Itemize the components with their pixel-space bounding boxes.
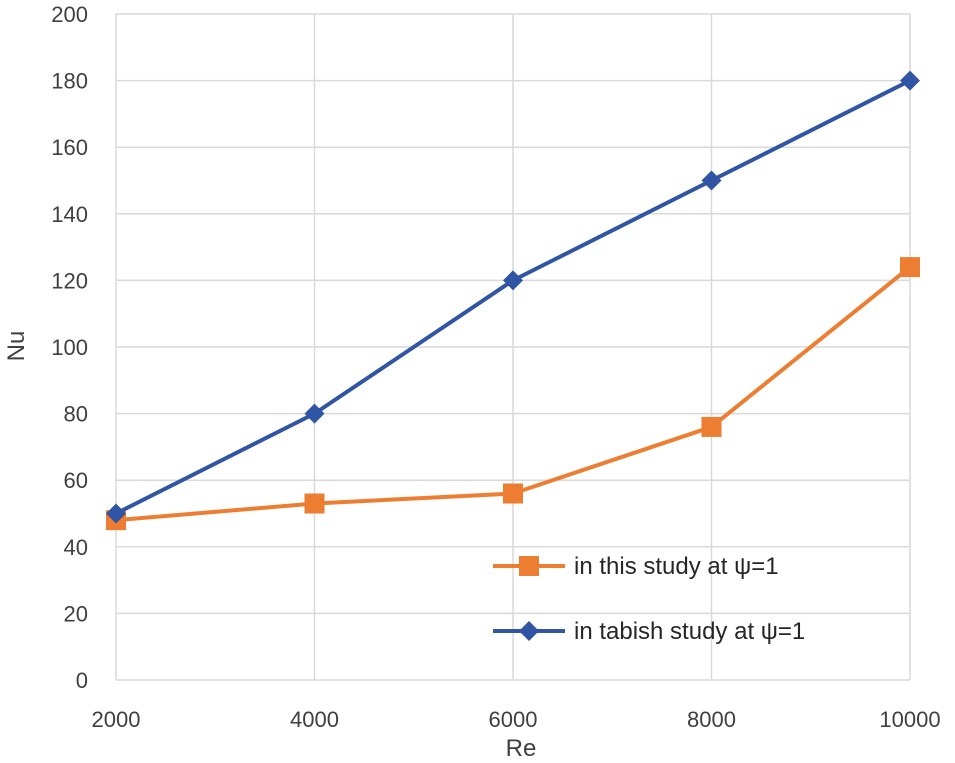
x-axis-ticks: 2000 4000 6000 8000 10000: [92, 707, 941, 732]
data-point: [900, 257, 920, 278]
grid-lines: [115, 13, 911, 681]
data-point: [503, 270, 523, 291]
x-tick-label: 4000: [290, 707, 339, 732]
legend-marker: [519, 556, 539, 576]
x-tick-label: 6000: [489, 707, 538, 732]
data-point: [900, 70, 920, 91]
legend-label: in this study at ψ=1: [574, 553, 779, 580]
x-tick-label: 10000: [879, 707, 940, 732]
y-tick-label: 60: [64, 468, 88, 493]
legend-label: in tabish study at ψ=1: [574, 618, 805, 645]
y-axis-title: Nu: [3, 331, 30, 362]
x-axis-title: Re: [506, 735, 537, 762]
x-tick-label: 8000: [687, 707, 736, 732]
series-2: [106, 70, 920, 524]
legend-item: in tabish study at ψ=1: [493, 618, 805, 645]
y-tick-label: 80: [64, 402, 88, 427]
legend-item: in this study at ψ=1: [493, 553, 779, 580]
y-tick-label: 40: [64, 535, 88, 560]
y-tick-label: 120: [51, 268, 88, 293]
series-layer: [106, 70, 920, 531]
data-point: [106, 503, 126, 524]
data-point: [503, 483, 523, 504]
data-point: [701, 170, 722, 191]
y-tick-label: 160: [51, 135, 88, 160]
y-axis-ticks: 0 20 40 60 80 100 120 140 160 180 200: [51, 2, 88, 693]
y-tick-label: 200: [51, 2, 88, 27]
y-tick-label: 0: [76, 668, 88, 693]
y-tick-label: 100: [51, 335, 88, 360]
data-point: [701, 416, 722, 437]
x-tick-label: 2000: [92, 707, 141, 732]
data-point: [304, 493, 325, 514]
y-tick-label: 20: [64, 601, 88, 626]
data-point: [304, 403, 325, 424]
y-tick-label: 140: [51, 202, 88, 227]
legend-marker: [519, 621, 539, 641]
legend: in this study at ψ=1 in tabish study at ψ…: [493, 553, 805, 645]
y-tick-label: 180: [51, 69, 88, 94]
